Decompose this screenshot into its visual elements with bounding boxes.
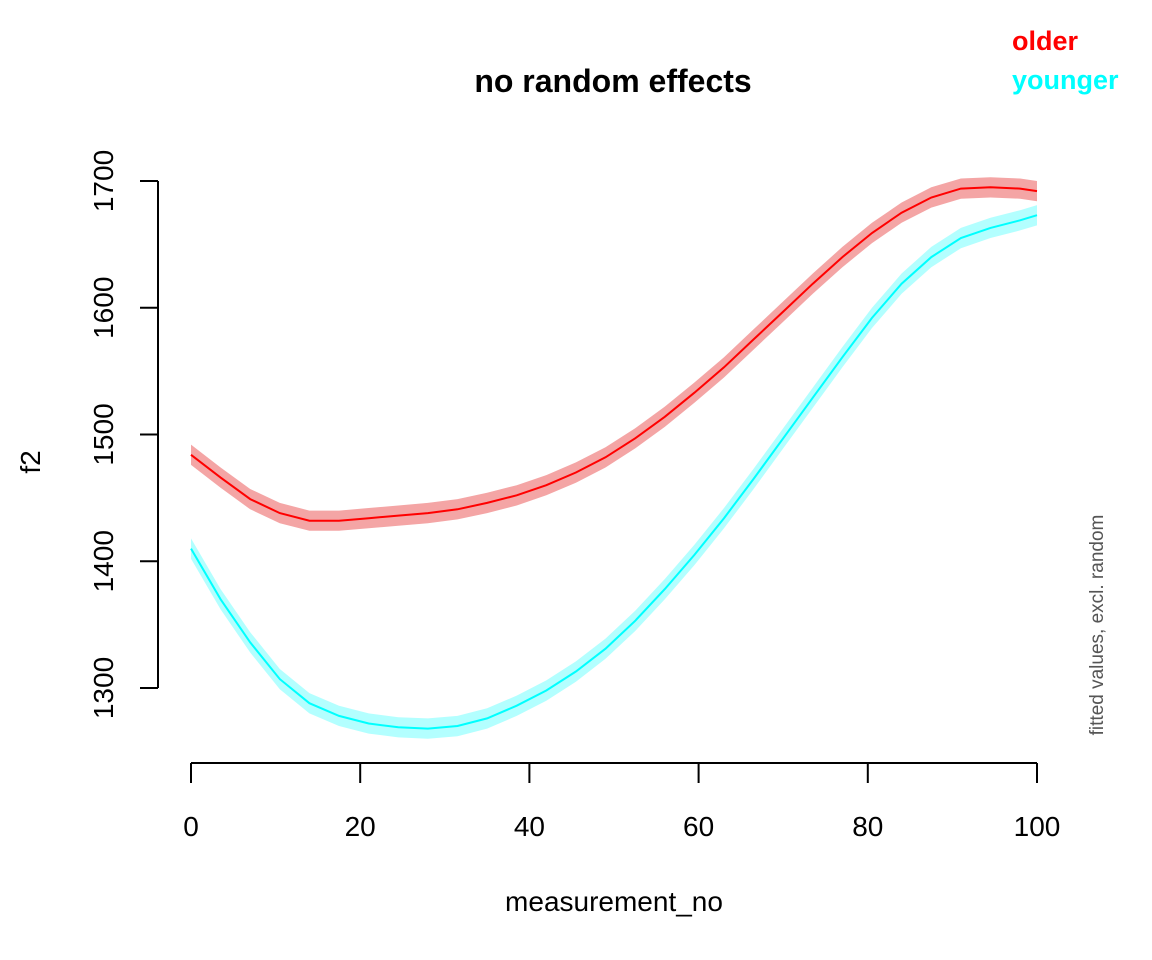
x-tick-label: 60 <box>683 811 714 842</box>
series-line-older <box>190 186 1038 522</box>
series-line-younger <box>190 214 1038 730</box>
x-tick-label: 100 <box>1014 811 1061 842</box>
y-axis-label: f2 <box>15 450 46 473</box>
chart-title: no random effects <box>474 63 751 99</box>
side-note: fitted values, excl. random <box>1087 515 1108 736</box>
x-tick-label: 0 <box>183 811 199 842</box>
x-tick-label: 20 <box>345 811 376 842</box>
ci-bands <box>191 177 1037 739</box>
y-tick-label: 1600 <box>88 277 119 339</box>
ci-band-older <box>191 177 1037 531</box>
y-tick-label: 1700 <box>88 150 119 212</box>
x-tick-label: 80 <box>852 811 883 842</box>
legend-older: older <box>1012 26 1079 56</box>
x-tick-label: 40 <box>514 811 545 842</box>
y-tick-label: 1300 <box>88 657 119 719</box>
y-axis-ticks: 1300 1400 1500 1600 1700 <box>88 150 158 719</box>
ci-band-younger <box>191 205 1037 739</box>
series-lines <box>190 186 1038 730</box>
x-axis-ticks: 0 20 40 60 80 100 <box>183 763 1060 842</box>
x-axis-label: measurement_no <box>505 886 723 917</box>
y-tick-label: 1500 <box>88 403 119 465</box>
legend-younger: younger <box>1012 65 1119 95</box>
y-tick-label: 1400 <box>88 530 119 592</box>
